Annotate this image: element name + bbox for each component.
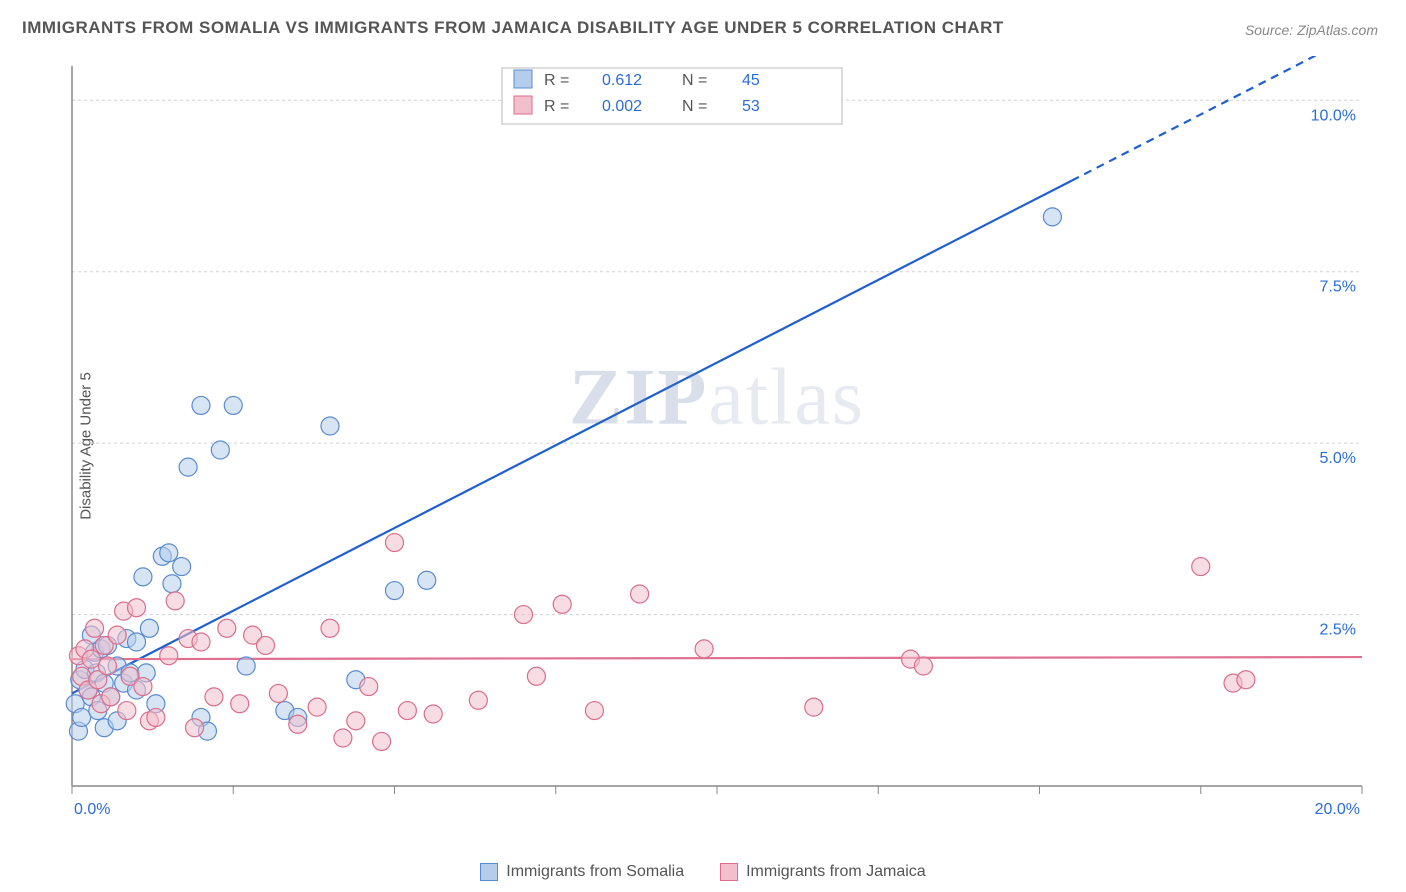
data-point [147, 708, 165, 726]
data-point [179, 458, 197, 476]
data-point [321, 417, 339, 435]
x-tick-label: 0.0% [74, 801, 110, 816]
data-point [308, 698, 326, 716]
data-point [347, 712, 365, 730]
data-point [192, 633, 210, 651]
y-tick-label: 2.5% [1320, 622, 1356, 639]
data-point [527, 667, 545, 685]
data-point [321, 619, 339, 637]
data-point [257, 636, 275, 654]
legend-swatch [720, 863, 738, 881]
data-point [98, 657, 116, 675]
data-point [134, 568, 152, 586]
legend-r-value: 0.002 [602, 98, 642, 115]
data-point [166, 592, 184, 610]
data-point [269, 684, 287, 702]
data-point [386, 582, 404, 600]
data-point [211, 441, 229, 459]
data-point [86, 619, 104, 637]
data-point [173, 558, 191, 576]
data-point [515, 606, 533, 624]
data-point [334, 729, 352, 747]
data-point [424, 705, 442, 723]
data-point [1237, 671, 1255, 689]
data-point [398, 702, 416, 720]
source-attribution: Source: ZipAtlas.com [1245, 22, 1378, 38]
data-point [128, 599, 146, 617]
data-point [108, 626, 126, 644]
data-point [140, 619, 158, 637]
legend-n-label: N = [682, 98, 707, 115]
data-point [914, 657, 932, 675]
scatter-chart-svg: 2.5%5.0%7.5%10.0%0.0%20.0%R =0.612N =45R… [52, 56, 1382, 816]
data-point [102, 688, 120, 706]
data-point [163, 575, 181, 593]
data-point [418, 571, 436, 589]
data-point [1192, 558, 1210, 576]
legend-r-value: 0.612 [602, 72, 642, 89]
legend-swatch [480, 863, 498, 881]
data-point [118, 702, 136, 720]
data-point [134, 678, 152, 696]
data-point [73, 708, 91, 726]
y-tick-label: 10.0% [1311, 107, 1356, 124]
data-point [289, 715, 307, 733]
chart-title: IMMIGRANTS FROM SOMALIA VS IMMIGRANTS FR… [22, 18, 1004, 38]
data-point [360, 678, 378, 696]
data-point [805, 698, 823, 716]
legend-label: Immigrants from Jamaica [746, 863, 926, 881]
data-point [386, 534, 404, 552]
data-point [224, 396, 242, 414]
data-point [192, 396, 210, 414]
legend-item: Immigrants from Jamaica [720, 863, 926, 881]
legend-r-label: R = [544, 72, 569, 89]
data-point [585, 702, 603, 720]
data-point [160, 647, 178, 665]
y-tick-label: 5.0% [1320, 450, 1356, 467]
data-point [186, 719, 204, 737]
bottom-legend: Immigrants from Somalia Immigrants from J… [0, 863, 1406, 886]
y-tick-label: 7.5% [1320, 279, 1356, 296]
data-point [237, 657, 255, 675]
legend-label: Immigrants from Somalia [506, 863, 684, 881]
data-point [1043, 208, 1061, 226]
legend-item: Immigrants from Somalia [480, 863, 684, 881]
data-point [218, 619, 236, 637]
data-point [553, 595, 571, 613]
data-point [373, 732, 391, 750]
legend-n-label: N = [682, 72, 707, 89]
data-point [128, 633, 146, 651]
data-point [695, 640, 713, 658]
data-point [160, 544, 178, 562]
data-point [469, 691, 487, 709]
top-legend: R = 0.612 N = 45 R = 0.002 N = 53 [502, 68, 842, 124]
data-point [205, 688, 223, 706]
chart-area: ZIPatlas 2.5%5.0%7.5%10.0%0.0%20.0%R =0.… [52, 56, 1382, 816]
data-point [231, 695, 249, 713]
legend-n-value: 45 [742, 72, 760, 89]
data-point [631, 585, 649, 603]
legend-swatch [514, 96, 532, 114]
legend-n-value: 53 [742, 98, 760, 115]
data-point [82, 650, 100, 668]
x-tick-label: 20.0% [1315, 801, 1360, 816]
legend-r-label: R = [544, 98, 569, 115]
legend-swatch [514, 70, 532, 88]
